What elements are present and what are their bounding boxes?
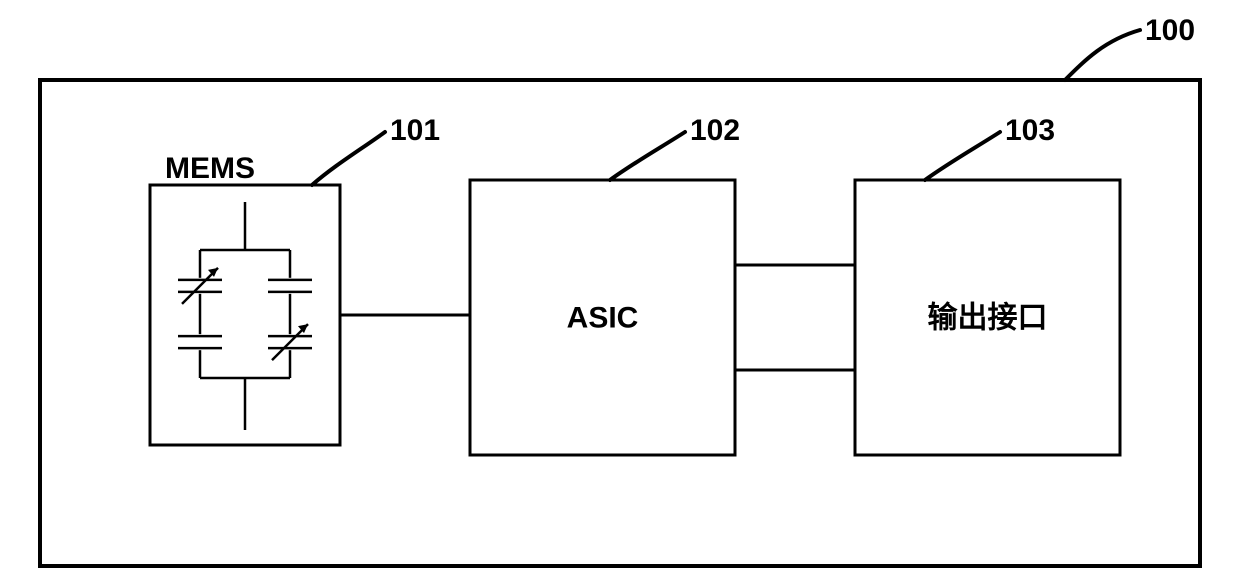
leader-mems bbox=[312, 132, 385, 185]
leader-output bbox=[925, 132, 1000, 180]
ref-output: 103 bbox=[1005, 114, 1055, 147]
ref-mems: 101 bbox=[390, 114, 440, 147]
asic-label: ASIC bbox=[567, 302, 639, 335]
ref-asic: 102 bbox=[690, 114, 740, 147]
mems-label: MEMS bbox=[165, 152, 255, 185]
output-label: 输出接口 bbox=[928, 302, 1048, 335]
leader-asic bbox=[610, 132, 685, 180]
leader-system bbox=[1065, 30, 1140, 80]
mems-schematic bbox=[178, 202, 312, 430]
ref-system: 100 bbox=[1145, 14, 1195, 47]
